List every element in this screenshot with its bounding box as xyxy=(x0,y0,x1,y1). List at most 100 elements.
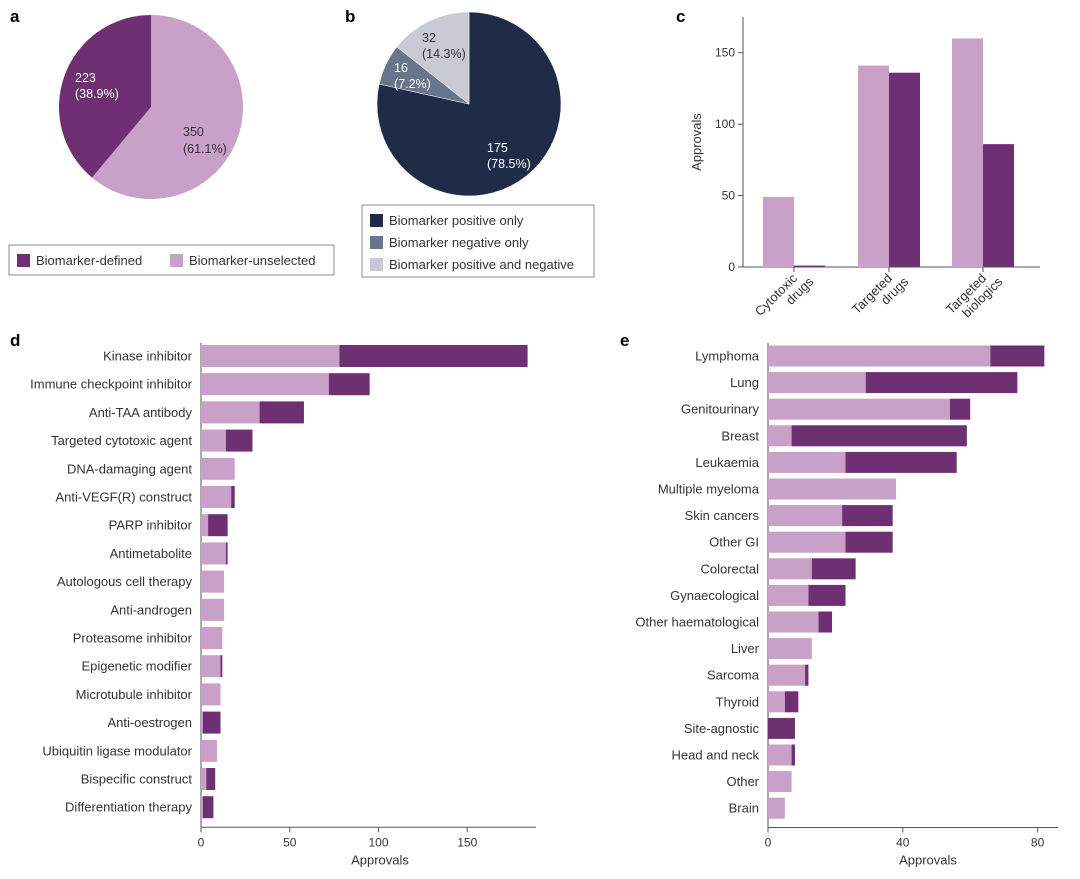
pie-label-defined-value: 223 xyxy=(75,71,96,85)
bar-colorectal-unselected xyxy=(768,558,812,580)
category-label-ubiquitin-ligase-modulator: Ubiquitin ligase modulator xyxy=(42,743,192,758)
panel-e-letter: e xyxy=(620,331,629,350)
panel-b-letter: b xyxy=(345,7,355,26)
pie-label-positive-pct: (78.5%) xyxy=(487,157,531,171)
bar-head-and-neck-unselected xyxy=(768,744,792,766)
category-label-autologous-cell-therapy: Autologous cell therapy xyxy=(57,574,193,589)
bar-brain-unselected xyxy=(768,797,785,819)
legend-label-biomarker-negative-only: Biomarker negative only xyxy=(389,235,529,250)
bar-bispecific-construct-defined xyxy=(206,768,216,790)
panel-c-bar-chart: 0 50 100 150 Approvals Cytotoxicdrugs Targeted… xyxy=(689,17,1040,320)
legend-label-biomarker-positive-only: Biomarker positive only xyxy=(389,213,524,228)
category-label-dna-damaging-agent: DNA-damaging agent xyxy=(67,461,192,476)
legend-label-unselected: Biomarker-unselected xyxy=(189,253,315,268)
bar-skin-cancers-defined xyxy=(842,505,893,527)
bar-site-agnostic-defined xyxy=(768,717,795,739)
bar-targeted-drugs-biomarker-unselected xyxy=(858,65,889,267)
category-label-other-haematological: Other haematological xyxy=(635,615,759,630)
bar-other-haematological-unselected xyxy=(768,611,819,633)
pie-label-unselected-pct: (61.1%) xyxy=(183,142,227,156)
bar-anti-taa-antibody-unselected xyxy=(201,401,260,424)
bar-antimetabolite-defined xyxy=(225,542,228,565)
category-label-lymphoma: Lymphoma xyxy=(695,349,760,364)
bar-proteasome-inhibitor-unselected xyxy=(201,627,223,649)
legend-box xyxy=(8,244,335,276)
y-tick-label: 150 xyxy=(715,46,735,60)
bar-anti-vegf-r-construct-unselected xyxy=(201,486,232,508)
category-label-targeted-cytotoxic-agent: Targeted cytotoxic agent xyxy=(51,433,192,448)
bar-targeted-cytotoxic-agent-unselected xyxy=(201,429,226,452)
bar-liver-unselected xyxy=(768,638,812,660)
bar-breast-unselected xyxy=(768,425,792,447)
legend-label-defined: Biomarker-defined xyxy=(36,253,142,268)
bar-sarcoma-defined xyxy=(805,664,809,686)
panel-e-bar-chart: Lymphoma Lung Genitourinary Breast Leukaemia… xyxy=(635,343,1058,868)
legend-box xyxy=(361,204,595,278)
legend-swatch-biomarker-positive-and-negative xyxy=(370,258,383,271)
bar-lymphoma-defined xyxy=(990,345,1045,367)
bar-anti-androgen-unselected xyxy=(201,598,225,621)
bar-differentiation-therapy-unselected xyxy=(201,796,203,819)
bar-leukaemia-defined xyxy=(845,451,957,473)
panel-d-letter: d xyxy=(10,331,20,350)
bar-parp-inhibitor-unselected xyxy=(201,514,209,537)
bar-leukaemia-unselected xyxy=(768,451,846,473)
category-label-colorectal: Colorectal xyxy=(700,561,759,576)
bar-genitourinary-unselected xyxy=(768,398,950,420)
pie-label-positive-value: 175 xyxy=(487,141,508,155)
bar-microtubule-inhibitor-unselected xyxy=(201,683,221,706)
legend-swatch-unselected xyxy=(170,254,183,267)
bar-differentiation-therapy-defined xyxy=(202,796,214,819)
x-axis-label: Approvals xyxy=(351,852,409,867)
bar-anti-oestrogen-unselected xyxy=(201,711,203,734)
bar-immune-checkpoint-inhibitor-defined xyxy=(328,373,370,396)
panel-d-bar-chart: Kinase inhibitor Immune checkpoint inhibi… xyxy=(30,343,536,867)
category-label-proteasome-inhibitor: Proteasome inhibitor xyxy=(73,631,193,646)
x-axis-label: Approvals xyxy=(899,853,957,868)
bar-ubiquitin-ligase-modulator-unselected xyxy=(201,739,217,762)
bar-breast-defined xyxy=(791,425,967,447)
category-label-breast: Breast xyxy=(721,428,759,443)
bar-kinase-inhibitor-unselected xyxy=(201,345,340,367)
category-label-differentiation-therapy: Differentiation therapy xyxy=(65,800,192,815)
bar-immune-checkpoint-inhibitor-unselected xyxy=(201,373,329,396)
legend-swatch-biomarker-positive-only xyxy=(370,214,383,227)
x-tick-label: 80 xyxy=(1031,836,1045,850)
bar-anti-taa-antibody-defined xyxy=(259,401,304,424)
bar-autologous-cell-therapy-unselected xyxy=(201,570,225,593)
category-label-immune-checkpoint-inhibitor: Immune checkpoint inhibitor xyxy=(30,377,193,392)
y-tick-label: 0 xyxy=(728,260,735,274)
bar-cytotoxic-drugs-biomarker-defined xyxy=(794,265,825,267)
bar-anti-vegf-r-construct-defined xyxy=(231,486,235,508)
y-axis-label: Approvals xyxy=(689,113,704,171)
category-label-leukaemia: Leukaemia xyxy=(695,455,759,470)
category-label-bispecific-construct: Bispecific construct xyxy=(81,772,193,787)
bar-gynaecological-defined xyxy=(808,584,846,606)
pie-label-negative-pct: (7.2%) xyxy=(394,77,431,91)
category-label-sarcoma: Sarcoma xyxy=(707,668,760,683)
category-label-skin-cancers: Skin cancers xyxy=(685,508,760,523)
category-label-anti-androgen: Anti-androgen xyxy=(110,602,192,617)
bar-head-and-neck-defined xyxy=(791,744,795,766)
x-tick-label: 150 xyxy=(457,835,477,849)
pie-label-defined-pct: (38.9%) xyxy=(75,87,119,101)
bar-other-gi-defined xyxy=(845,531,893,553)
bar-epigenetic-modifier-unselected xyxy=(201,655,221,678)
category-label-multiple-myeloma: Multiple myeloma xyxy=(658,482,760,497)
bar-targeted-biologics-biomarker-unselected xyxy=(952,38,983,267)
category-label-thyroid: Thyroid xyxy=(716,694,759,709)
bar-targeted-drugs-biomarker-defined xyxy=(889,72,920,267)
bar-anti-oestrogen-defined xyxy=(202,711,221,734)
x-tick-label: 100 xyxy=(368,835,388,849)
pie-slice-biomarker-unselected xyxy=(91,15,244,200)
bar-thyroid-defined xyxy=(784,691,799,713)
bar-genitourinary-defined xyxy=(949,398,971,420)
legend-swatch-defined xyxy=(17,254,30,267)
bar-other-haematological-defined xyxy=(818,611,833,633)
bar-other-unselected xyxy=(768,771,792,793)
x-tick-label: 40 xyxy=(896,836,910,850)
bar-parp-inhibitor-defined xyxy=(208,514,228,537)
category-label-other-gi: Other GI xyxy=(709,535,759,550)
pie-label-negative-value: 16 xyxy=(394,61,408,75)
